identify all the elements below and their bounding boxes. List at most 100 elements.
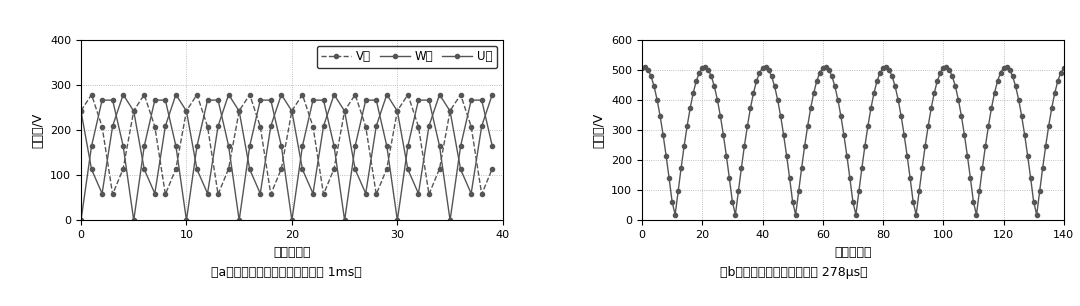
U相 xyxy=(96,98,109,102)
Text: （a）三相相电压波形（采样周期 1ms）: （a）三相相电压波形（采样周期 1ms） xyxy=(211,266,362,279)
V相 xyxy=(243,93,256,96)
U相 xyxy=(222,144,235,148)
V相 xyxy=(212,192,225,196)
W相 xyxy=(201,192,214,195)
W相 xyxy=(433,93,446,96)
U相 xyxy=(486,144,499,148)
U相 xyxy=(475,98,488,102)
W相 xyxy=(96,192,109,195)
U相 xyxy=(369,98,382,102)
V相 xyxy=(349,93,362,96)
Line: V相: V相 xyxy=(79,93,495,196)
U相 xyxy=(380,144,393,148)
V相 xyxy=(422,192,435,196)
V相 xyxy=(444,109,457,113)
U相 xyxy=(391,218,404,222)
U相 xyxy=(265,98,278,102)
V相 xyxy=(201,125,214,129)
V相 xyxy=(433,167,446,170)
V相 xyxy=(148,125,161,129)
V相 xyxy=(464,125,477,129)
W相 xyxy=(464,192,477,195)
U相 xyxy=(455,144,468,148)
W相 xyxy=(148,192,161,195)
U相 xyxy=(148,98,161,102)
Line: W相: W相 xyxy=(79,92,495,196)
W相 xyxy=(422,124,435,128)
V相 xyxy=(222,167,235,170)
W相 xyxy=(327,93,340,96)
V相 xyxy=(369,192,382,196)
U相 xyxy=(212,98,225,102)
W相 xyxy=(296,168,309,171)
V相 xyxy=(327,167,340,170)
U相 xyxy=(307,98,320,102)
V相 xyxy=(190,93,203,96)
W相 xyxy=(275,93,288,96)
U相 xyxy=(349,144,362,148)
V相 xyxy=(75,109,87,113)
V相 xyxy=(85,93,98,96)
W相 xyxy=(232,109,245,113)
V相 xyxy=(265,192,278,196)
U相 xyxy=(254,98,267,102)
W相 xyxy=(127,109,140,113)
V相 xyxy=(411,125,424,129)
V相 xyxy=(159,192,172,196)
U相 xyxy=(75,218,87,222)
W相 xyxy=(444,109,457,113)
W相 xyxy=(380,93,393,96)
V相 xyxy=(486,167,499,170)
V相 xyxy=(106,192,119,196)
W相 xyxy=(180,109,193,113)
U相 xyxy=(318,98,330,102)
W相 xyxy=(170,93,183,96)
V相 xyxy=(402,93,415,96)
U相 xyxy=(127,218,140,222)
W相 xyxy=(360,192,373,195)
W相 xyxy=(190,168,203,171)
W相 xyxy=(106,124,119,128)
Y-axis label: 线电压/V: 线电压/V xyxy=(593,112,606,148)
U相 xyxy=(190,144,203,148)
V相 xyxy=(232,109,245,113)
W相 xyxy=(138,168,151,171)
V相 xyxy=(338,109,351,113)
W相 xyxy=(75,109,87,113)
W相 xyxy=(369,124,382,128)
V相 xyxy=(475,192,488,196)
U相 xyxy=(360,98,373,102)
W相 xyxy=(212,124,225,128)
W相 xyxy=(265,124,278,128)
W相 xyxy=(307,192,320,195)
Line: U相: U相 xyxy=(79,98,495,222)
U相 xyxy=(338,218,351,222)
W相 xyxy=(402,168,415,171)
V相 xyxy=(296,93,309,96)
U相 xyxy=(402,144,415,148)
U相 xyxy=(464,98,477,102)
V相 xyxy=(318,192,330,196)
V相 xyxy=(380,167,393,170)
U相 xyxy=(85,144,98,148)
W相 xyxy=(85,168,98,171)
V相 xyxy=(254,125,267,129)
V相 xyxy=(285,109,298,113)
V相 xyxy=(275,167,288,170)
Y-axis label: 相电压/V: 相电压/V xyxy=(31,112,44,148)
U相 xyxy=(422,98,435,102)
U相 xyxy=(411,98,424,102)
Text: （b）线电压波形（采样周期 278μs）: （b）线电压波形（采样周期 278μs） xyxy=(720,266,867,279)
X-axis label: 采样点个数: 采样点个数 xyxy=(273,246,311,259)
U相 xyxy=(180,218,193,222)
V相 xyxy=(455,93,468,96)
Legend: V相, W相, U相: V相, W相, U相 xyxy=(316,46,497,68)
U相 xyxy=(201,98,214,102)
U相 xyxy=(444,218,457,222)
V相 xyxy=(180,109,193,113)
W相 xyxy=(254,192,267,195)
W相 xyxy=(318,124,330,128)
V相 xyxy=(117,167,130,170)
V相 xyxy=(138,93,151,96)
W相 xyxy=(349,168,362,171)
